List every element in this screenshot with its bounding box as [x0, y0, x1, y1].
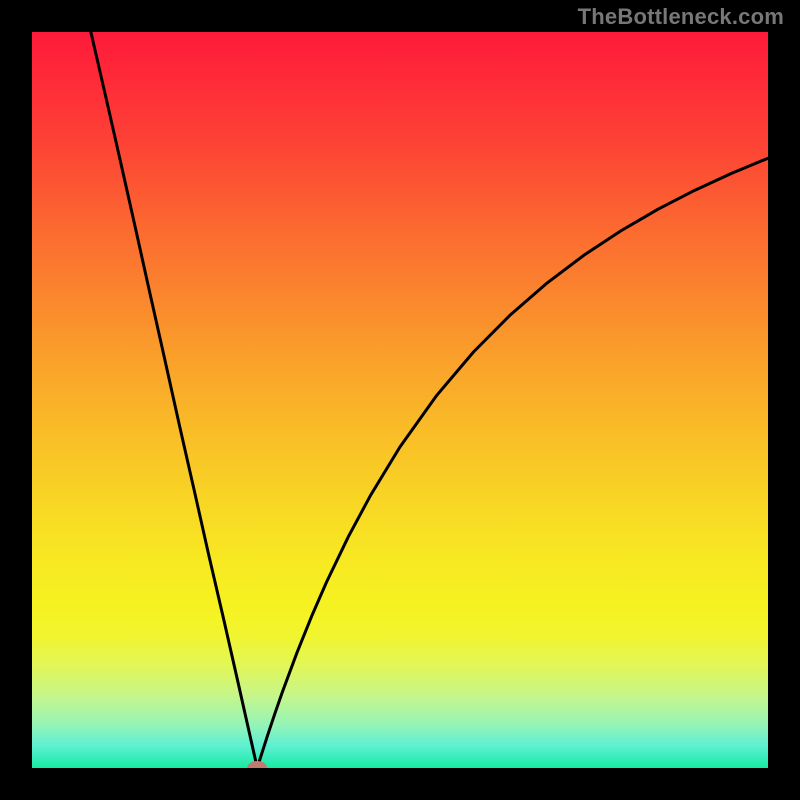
figure-container: TheBottleneck.com	[0, 0, 800, 800]
chart-svg	[32, 32, 768, 768]
gradient-background	[32, 32, 768, 768]
watermark-text: TheBottleneck.com	[578, 4, 784, 30]
chart-plot-area	[32, 32, 768, 768]
